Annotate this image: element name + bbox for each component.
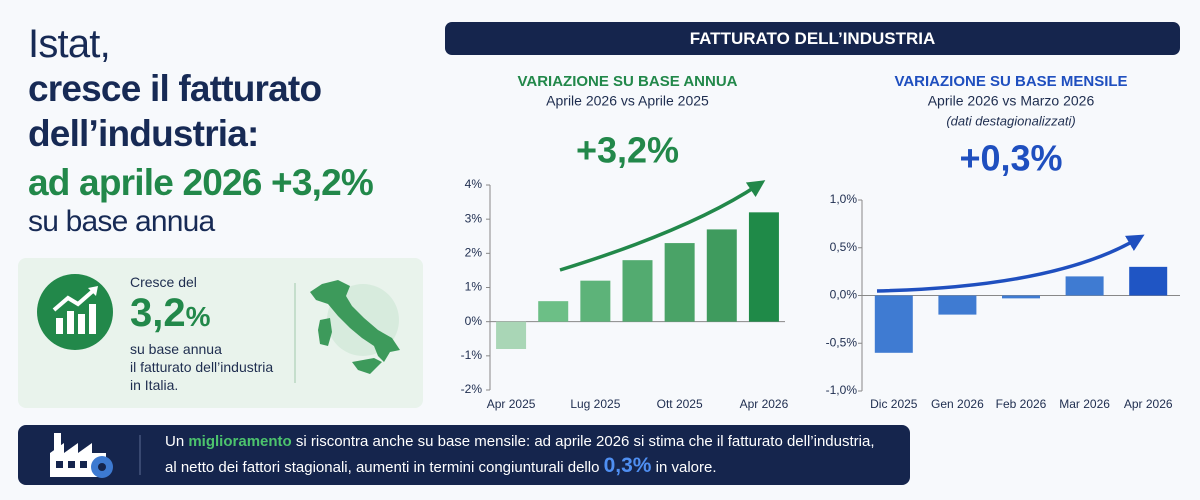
y-tick-label: -0,5% xyxy=(826,335,858,349)
y-tick-label: 0% xyxy=(465,314,483,328)
sardinia xyxy=(318,318,332,346)
bar xyxy=(664,243,695,322)
chart-headline: +0,3% xyxy=(959,138,1062,179)
footer-text: Un xyxy=(165,433,189,450)
bar xyxy=(706,229,737,322)
chart-title: VARIAZIONE SU BASE MENSILE xyxy=(894,73,1127,90)
x-tick-label: Feb 2026 xyxy=(996,397,1047,411)
chart-subtitle: Aprile 2026 vs Marzo 2026 xyxy=(928,93,1095,109)
sicily xyxy=(352,358,382,374)
headline-line: dell’industria: xyxy=(28,113,259,154)
growth-arrow xyxy=(88,286,98,296)
bar xyxy=(1065,276,1104,296)
footer-line: Un miglioramento si riscontra anche su b… xyxy=(165,434,875,449)
chimney xyxy=(54,433,61,453)
x-tick-label: Dic 2025 xyxy=(870,397,918,411)
x-tick-label: Lug 2025 xyxy=(570,397,620,411)
chart-subtitle: Aprile 2026 vs Aprile 2025 xyxy=(546,93,709,109)
bar xyxy=(874,295,913,353)
headline-line: cresce il fatturato xyxy=(28,68,322,109)
y-tick-label: -1% xyxy=(461,348,483,362)
bar xyxy=(1002,295,1040,299)
box-line: il fatturato dell’industria xyxy=(130,359,274,375)
footer-text: in valore. xyxy=(651,459,717,476)
x-tick-label: Ott 2025 xyxy=(657,397,703,411)
box-line: in Italia. xyxy=(130,377,179,393)
chart-note: (dati destagionalizzati) xyxy=(946,113,1075,128)
y-tick-label: -2% xyxy=(461,382,483,396)
footer-emphasis: 0,3% xyxy=(603,454,652,477)
chart: VARIAZIONE SU BASE ANNUA Aprile 2026 vs A… xyxy=(461,73,789,411)
y-tick-label: 3% xyxy=(465,211,483,225)
footer-text: al netto dei fattori stagionali, aumenti… xyxy=(165,459,604,476)
x-tick-label: Apr 2026 xyxy=(740,397,789,411)
bar xyxy=(496,321,527,349)
bar xyxy=(538,301,569,322)
growth-line xyxy=(52,288,96,312)
bar xyxy=(938,295,977,315)
bar xyxy=(580,280,611,322)
headline-line: su base annua xyxy=(28,205,215,238)
box-line: su base annua xyxy=(130,341,222,357)
footer-text: si riscontra anche su base mensile: ad a… xyxy=(291,433,875,450)
y-tick-label: -1,0% xyxy=(826,383,858,397)
trend-arrow xyxy=(559,180,766,272)
y-tick-label: 4% xyxy=(465,177,483,191)
y-tick-label: 1% xyxy=(465,280,483,294)
headline-line: Istat, xyxy=(28,22,111,66)
italy-map xyxy=(310,280,400,362)
y-tick-label: 1,0% xyxy=(830,192,858,206)
x-tick-label: Apr 2025 xyxy=(487,397,536,411)
bar xyxy=(622,260,653,322)
footer xyxy=(18,425,910,485)
growth-icon xyxy=(56,304,96,334)
y-tick-label: 2% xyxy=(465,246,483,260)
box-value: 3,2% xyxy=(130,293,211,333)
x-tick-label: Mar 2026 xyxy=(1059,397,1110,411)
headline-line: ad aprile 2026 +3,2% xyxy=(28,162,374,203)
box-unit: % xyxy=(185,301,211,332)
chart-title: VARIAZIONE SU BASE ANNUA xyxy=(517,73,737,90)
chart: VARIAZIONE SU BASE MENSILE Aprile 2026 vs… xyxy=(826,73,1180,411)
bar xyxy=(748,212,779,322)
footer-emphasis: miglioramento xyxy=(188,433,292,450)
banner: FATTURATO DELL’INDUSTRIA xyxy=(445,22,1180,55)
footer-icon xyxy=(50,433,141,478)
icon-circle xyxy=(37,274,113,350)
box-intro: Cresce del xyxy=(130,274,197,290)
box-number: 3,2 xyxy=(130,291,186,335)
y-tick-label: 0,5% xyxy=(830,240,858,254)
footer-line: al netto dei fattori stagionali, aumenti… xyxy=(165,455,717,476)
x-tick-label: Gen 2026 xyxy=(931,397,984,411)
highlight-graphics xyxy=(37,274,400,383)
chart-headline: +3,2% xyxy=(576,130,679,171)
x-tick-label: Apr 2026 xyxy=(1124,397,1173,411)
trend-arrow xyxy=(876,234,1145,293)
y-tick-label: 0,0% xyxy=(830,288,858,302)
bar xyxy=(1129,266,1168,296)
